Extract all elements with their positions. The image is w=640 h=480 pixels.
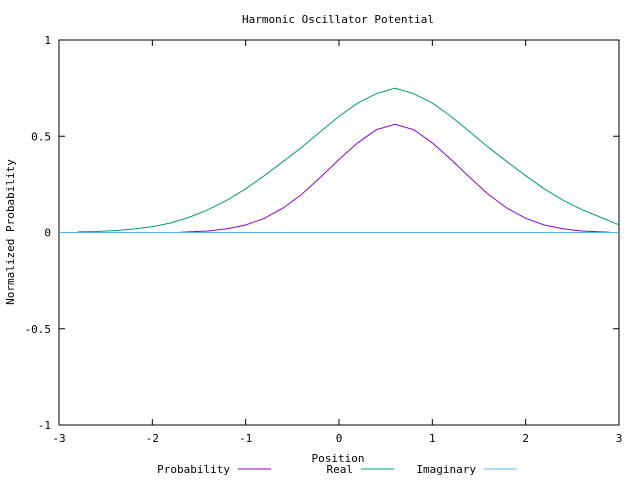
x-tick-label: -1 <box>239 432 252 445</box>
chart-title: Harmonic Oscillator Potential <box>242 13 434 26</box>
legend-label: Imaginary <box>416 463 476 476</box>
y-tick-label: -1 <box>38 419 51 432</box>
x-tick-label: -2 <box>146 432 159 445</box>
y-axis-label: Normalized Probability <box>4 159 17 305</box>
x-tick-label: 1 <box>429 432 436 445</box>
y-tick-label: 0 <box>44 227 51 240</box>
legend-label: Real <box>327 463 354 476</box>
x-axis-label: Position <box>312 452 365 465</box>
series-line-real <box>77 87 620 233</box>
x-tick-label: 0 <box>336 432 343 445</box>
y-tick-label: 1 <box>44 34 51 47</box>
x-tick-label: -3 <box>52 432 65 445</box>
x-tick-label: 3 <box>616 432 623 445</box>
legend: Probability Real Imaginary <box>157 463 517 476</box>
y-tick-label: -0.5 <box>25 323 52 336</box>
tick-marks <box>58 39 620 426</box>
series-line-probability <box>180 123 610 233</box>
y-tick-label: 0.5 <box>31 130 51 143</box>
series-layer <box>59 87 620 233</box>
legend-label: Probability <box>157 463 230 476</box>
tick-labels: -3 -2 -1 0 1 2 3 -1 -0.5 0 0.5 1 <box>25 34 623 445</box>
x-tick-label: 2 <box>522 432 529 445</box>
